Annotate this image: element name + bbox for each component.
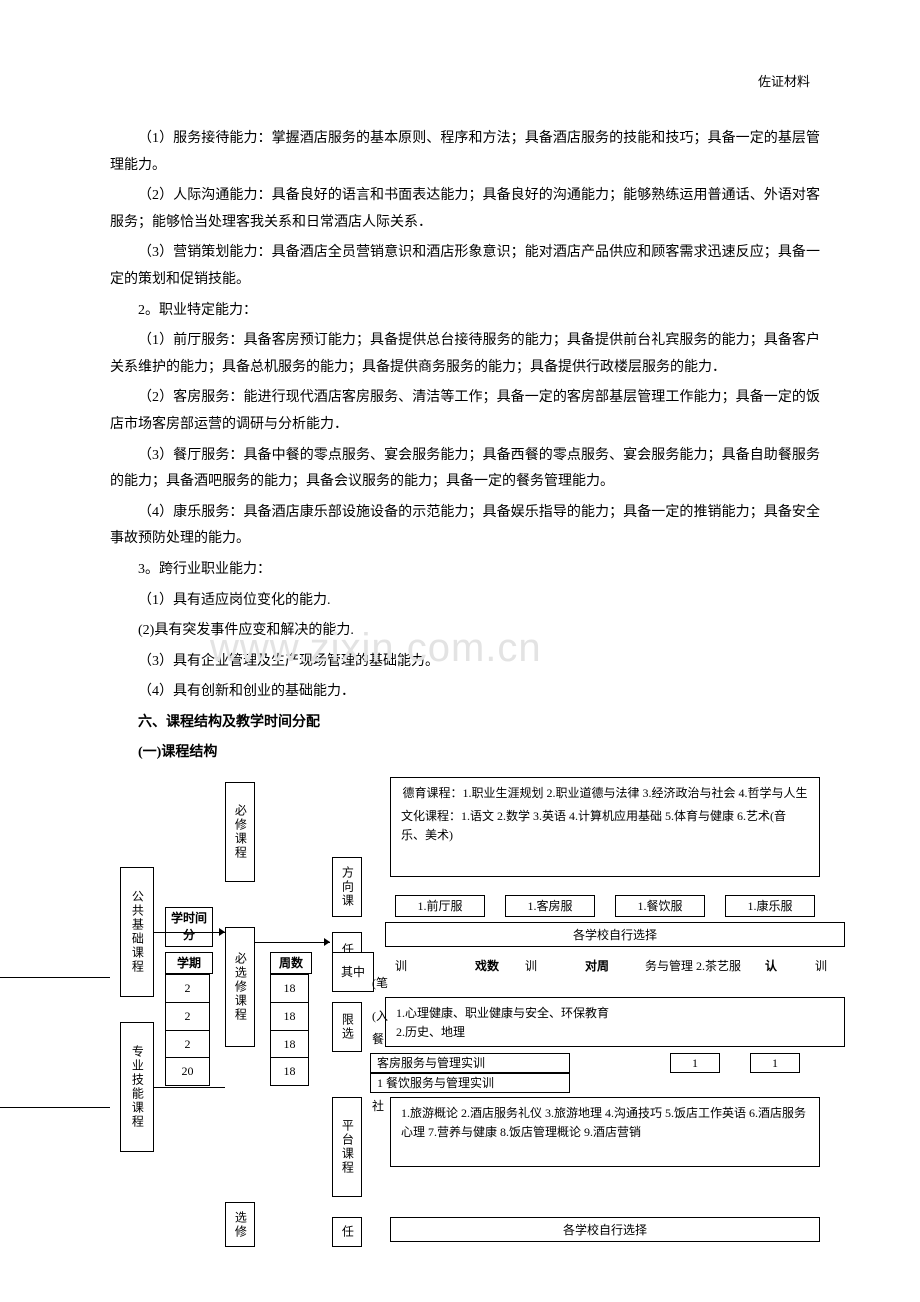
box-pingtai-content: 1.旅游概论 2.酒店服务礼仪 3.旅游地理 4.沟通技巧 5.饭店工作英语 6… — [390, 1097, 820, 1167]
box-dir4: 1.康乐服 — [725, 895, 815, 917]
frag: 务与管理 2.茶艺服 — [645, 955, 741, 978]
frag: 认 — [765, 955, 777, 978]
para-7: （3）餐厅服务：具备中餐的零点服务、宴会服务能力；具备西餐的零点服务、宴会服务能… — [110, 443, 820, 496]
box-self-select: 各学校自行选择 — [385, 922, 845, 947]
para-12: （3）具有企业管理及生产现场管理的基础能力。 — [110, 649, 820, 676]
box-deyu-wenhua: 德育课程：1.职业生涯规划 2.职业道德与法律 3.经济政治与社会 4.哲学与人… — [390, 777, 820, 877]
label: 选修 — [232, 1211, 249, 1239]
cell: 18 — [271, 1002, 309, 1030]
label: 公共基础课程 — [129, 890, 146, 974]
connector — [255, 942, 330, 943]
para-5: （1）前厅服务：具备客房预订能力；具备提供总台接待服务的能力；具备提供前台礼宾服… — [110, 328, 820, 381]
arrow-icon — [324, 938, 330, 946]
box-ren: 任 — [332, 1217, 362, 1247]
box-time: 学时间分 — [165, 907, 213, 947]
box-pro-skill: 专业技能课程 — [120, 1022, 154, 1152]
para-10: （1）具有适应岗位变化的能力. — [110, 588, 820, 615]
frag: 训 — [815, 955, 827, 978]
label: 任 — [339, 1225, 356, 1239]
box-public-basic: 公共基础课程 — [120, 867, 154, 997]
para-11: (2)具有突发事件应变和解决的能力. — [110, 618, 820, 645]
box-bixuan: 必选修课程 — [225, 927, 255, 1047]
box-fangxiang: 方向课 — [332, 857, 362, 917]
frag-she: 社 — [372, 1095, 384, 1118]
box-canyin-sx: 1 餐饮服务与管理实训 — [370, 1073, 570, 1093]
fragment-row: 训 戏数 训 对周 务与管理 2.茶艺服 认 训 — [385, 955, 855, 995]
text-wenhua: 文化课程：1.语文 2.数学 3.英语 4.计算机应用基础 5.体育与健康 6.… — [401, 807, 809, 845]
box-xianxuan: 限选 — [332, 1002, 362, 1052]
cell: 18 — [271, 975, 309, 1003]
cell-1a: 1 — [670, 1053, 720, 1073]
para-4: 2。职业特定能力： — [110, 298, 820, 325]
box-kefang-sx: 客房服务与管理实训 — [370, 1053, 570, 1073]
cell-1b: 1 — [750, 1053, 800, 1073]
box-self-select-2: 各学校自行选择 — [390, 1217, 820, 1242]
para-6: （2）客房服务：能进行现代酒店客房服务、清洁等工作；具备一定的客房部基层管理工作… — [110, 385, 820, 438]
label: 平台课程 — [339, 1119, 356, 1175]
text: 2.历史、地理 — [396, 1023, 834, 1042]
text: 1.心理健康、职业健康与安全、环保教育 — [396, 1004, 834, 1023]
text-deyu: 德育课程：1.职业生涯规划 2.职业道德与法律 3.经济政治与社会 4.哲学与人… — [401, 784, 809, 803]
label: 专业技能课程 — [129, 1045, 146, 1129]
para-13: （4）具有创新和创业的基础能力． — [110, 679, 820, 706]
box-pingtai: 平台课程 — [332, 1097, 362, 1197]
time-table: 2 2 2 20 — [165, 974, 210, 1086]
heading-6-1: (一)课程结构 — [110, 740, 820, 767]
frag-paren2: (笔 — [372, 972, 388, 995]
para-2: （2）人际沟通能力：具备良好的语言和书面表达能力；具备良好的沟通能力；能够熟练运… — [110, 183, 820, 236]
para-8: （4）康乐服务：具备酒店康乐部设施设备的示范能力；具备娱乐指导的能力；具备一定的… — [110, 500, 820, 553]
box-qizhong: 其中 — [332, 952, 374, 992]
header-label: 佐证材料 — [758, 70, 810, 95]
frag-paren: (入餐 — [372, 1005, 388, 1051]
label: 必修课程 — [232, 804, 249, 860]
label: 限选 — [339, 1013, 356, 1041]
frag: 对周 — [585, 955, 609, 978]
box-semester: 学期 — [165, 952, 213, 974]
para-1: （1）服务接待能力：掌握酒店服务的基本原则、程序和方法；具备酒店服务的技能和技巧… — [110, 126, 820, 179]
connector — [0, 977, 110, 978]
box-xinli: 1.心理健康、职业健康与安全、环保教育 2.历史、地理 — [385, 997, 845, 1047]
frag: 戏数 — [475, 955, 499, 978]
heading-6: 六、课程结构及教学时间分配 — [110, 710, 820, 737]
para-3: （3）营销策划能力：具备酒店全员营销意识和酒店形象意识；能对酒店产品供应和顾客需… — [110, 240, 820, 293]
cell: 2 — [166, 1030, 210, 1058]
box-zhoushu: 周数 — [270, 952, 312, 974]
connector — [0, 1107, 110, 1108]
zhoushu-table: 18 18 18 18 — [270, 974, 309, 1086]
box-bixiu: 必修课程 — [225, 782, 255, 882]
para-9: 3。跨行业职业能力： — [110, 557, 820, 584]
connector — [154, 932, 225, 933]
cell: 2 — [166, 1002, 210, 1030]
arrow-icon — [219, 928, 225, 936]
cell: 2 — [166, 975, 210, 1003]
box-dir3: 1.餐饮服 — [615, 895, 705, 917]
box-dir1: 1.前厅服 — [395, 895, 485, 917]
frag: 训 — [525, 955, 537, 978]
frag: 训 — [395, 955, 407, 978]
document-body: （1）服务接待能力：掌握酒店服务的基本原则、程序和方法；具备酒店服务的技能和技巧… — [110, 126, 820, 1237]
box-xuanxiu: 选修 — [225, 1202, 255, 1247]
label: 方向课 — [339, 866, 356, 908]
cell: 18 — [271, 1058, 309, 1086]
cell: 20 — [166, 1058, 210, 1086]
connector — [154, 1087, 225, 1088]
label: 必选修课程 — [232, 952, 249, 1022]
box-dir2: 1.客房服 — [505, 895, 595, 917]
cell: 18 — [271, 1030, 309, 1058]
course-structure-diagram: 公共基础课程 专业技能课程 学时间分 学期 2 2 2 20 必修课程 必选修课… — [110, 777, 820, 1237]
